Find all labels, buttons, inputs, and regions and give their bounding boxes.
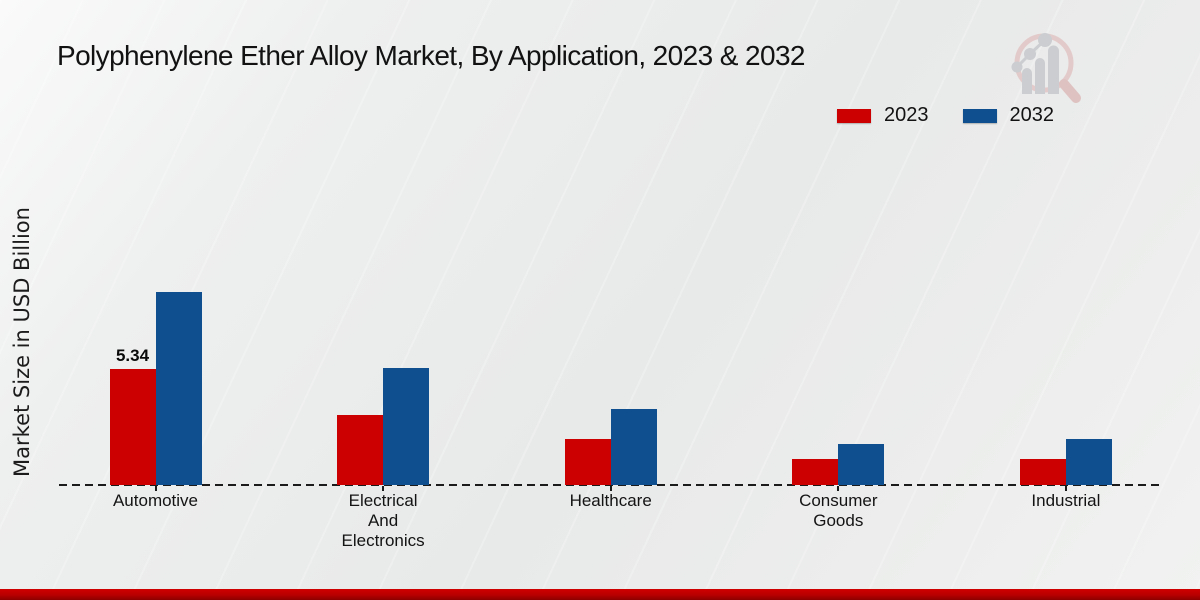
bar-2023-industrial [1019, 459, 1066, 485]
bar-value-label-2023-automotive: 5.34 [115, 346, 150, 365]
bar-2023-healthcare [564, 439, 611, 485]
x-axis-tick-consumer-goods [837, 486, 840, 491]
x-axis-label-healthcare: Healthcare [569, 491, 652, 510]
bar-2032-electrical-and-electronics [383, 368, 430, 485]
bar-2023-electrical-and-electronics [337, 415, 384, 485]
bar-2023-automotive [109, 369, 156, 485]
bar-2032-healthcare [610, 409, 657, 485]
x-axis-tick-industrial [1064, 486, 1067, 491]
magnifier-chart-logo-icon [1011, 33, 1081, 103]
x-axis-label-automotive: Automotive [112, 491, 199, 510]
x-axis-tick-electrical-and-electronics [382, 486, 385, 491]
footer-accent-bar [0, 589, 1200, 600]
x-axis-label-industrial: Industrial [1031, 491, 1101, 510]
x-axis-baseline [59, 484, 1160, 486]
chart-title: Polyphenylene Ether Alloy Market, By App… [57, 40, 806, 71]
bar-2023-consumer-goods [792, 459, 839, 485]
legend-swatch-2023 [837, 108, 871, 123]
x-axis-label-electrical-and-electronics: Electrical And Electronics [341, 491, 425, 550]
legend-swatch-2032 [962, 108, 997, 123]
x-axis-tick-healthcare [609, 486, 612, 491]
legend: 2023 2032 [837, 104, 1054, 127]
legend-entry-2023: 2023 [837, 104, 929, 127]
x-axis-label-consumer-goods: Consumer Goods [799, 491, 878, 530]
legend-entry-2032: 2032 [962, 104, 1055, 127]
legend-label-2023: 2023 [884, 104, 929, 126]
legend-label-2032: 2032 [1009, 104, 1055, 126]
bar-2032-consumer-goods [838, 444, 885, 485]
x-axis-tick-automotive [154, 486, 157, 491]
bar-2032-automotive [155, 292, 202, 485]
bar-2032-industrial [1065, 439, 1112, 485]
